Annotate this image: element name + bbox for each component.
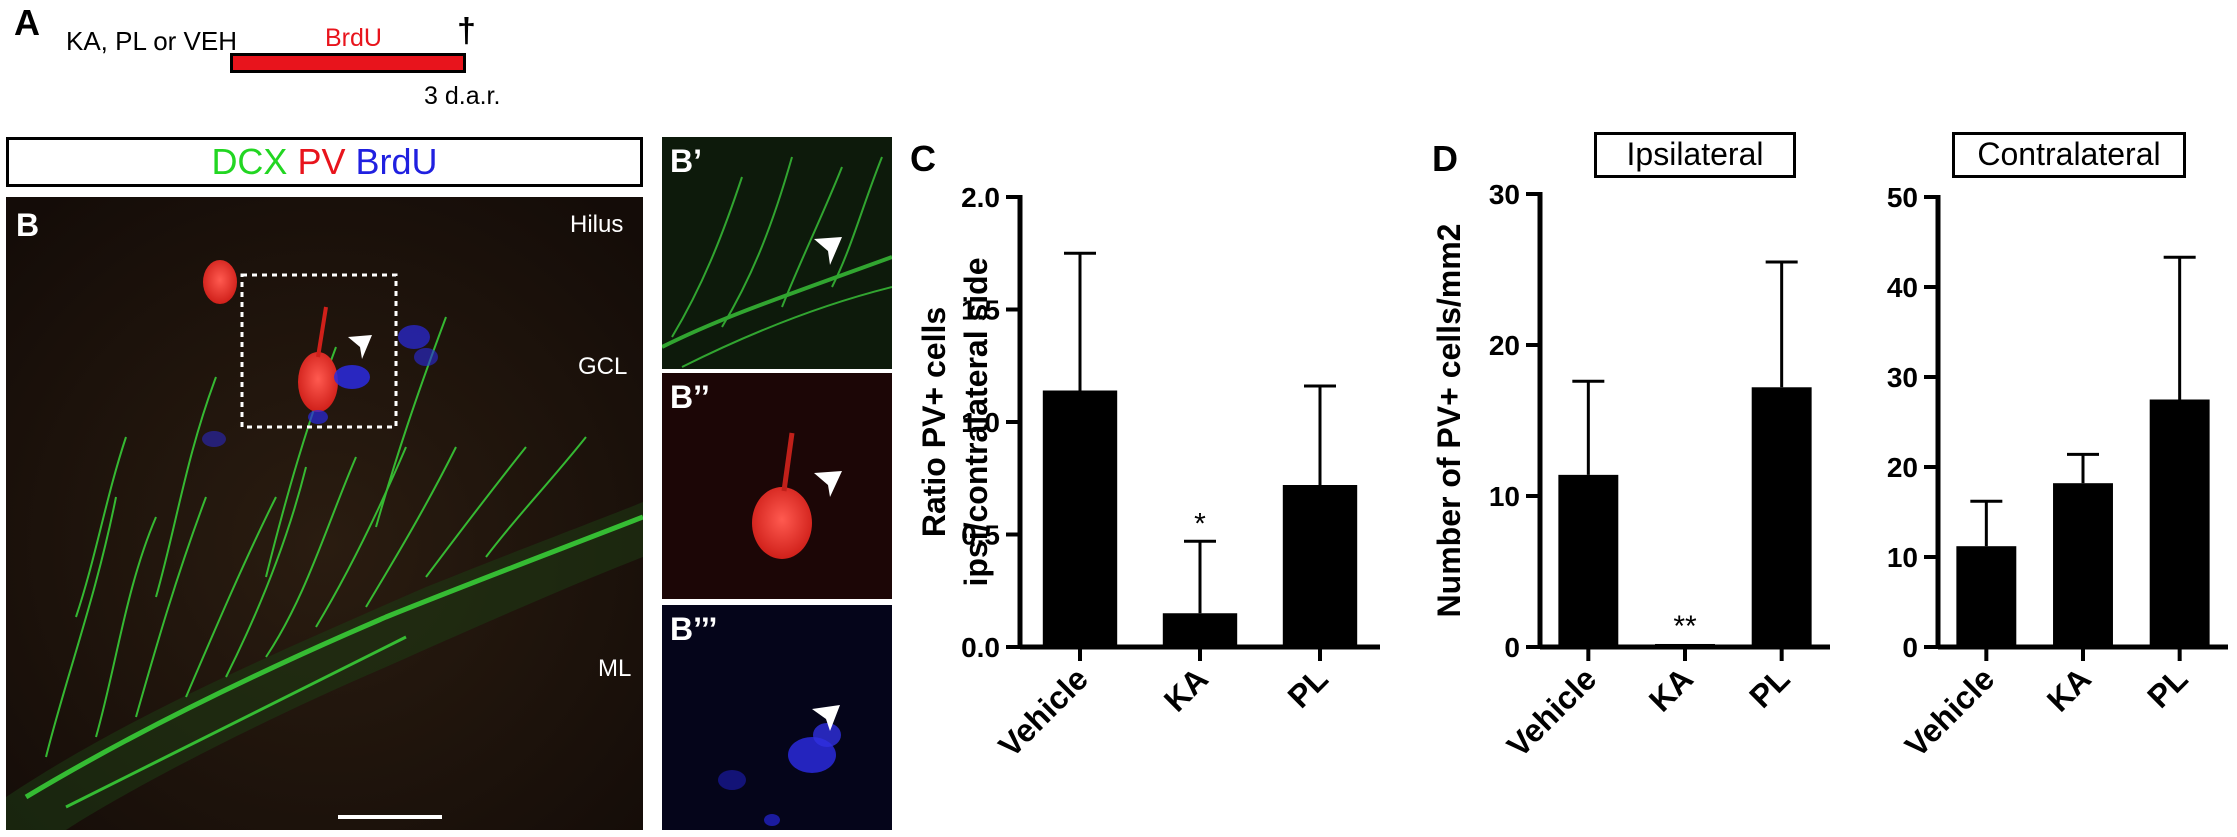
y-tick-label: 20 (1489, 330, 1520, 361)
y-tick-label: 50 (1887, 182, 1918, 213)
panel-a-letter: A (14, 2, 40, 43)
y-tick-label: 0 (1902, 632, 1918, 663)
significance-mark: ** (1673, 610, 1697, 643)
y-axis-label: ipsi/contralateral side (958, 257, 994, 586)
y-tick-label: 1.5 (961, 295, 1000, 326)
inset-b-prime-letter: B’ (670, 143, 702, 179)
y-axis-label: Number of PV+ cells/mm2 (1431, 224, 1467, 618)
y-tick-label: 0.5 (961, 520, 1000, 551)
treatment-label: KA, PL or VEH (66, 26, 237, 56)
micrograph-b: B Hilus GCL ML (6, 197, 643, 830)
bar-pl (1751, 387, 1812, 647)
x-tick-label: PL (2140, 660, 2194, 714)
x-tick-label: KA (1642, 660, 1700, 718)
chart-ipsilateral-title: Ipsilateral (1594, 132, 1796, 178)
inset-b-prime: B’ (662, 137, 892, 369)
timepoint-label: 3 d.a.r. (424, 82, 501, 110)
micrograph-b-image (6, 197, 643, 830)
inset-b-double-prime-letter: B’’ (670, 379, 710, 415)
inset-b-triple-prime-image (662, 605, 892, 830)
label-hilus: Hilus (570, 211, 624, 238)
stain-dcx: DCX (211, 141, 288, 182)
x-tick-label: KA (1157, 660, 1215, 718)
bar-ka (1655, 643, 1715, 647)
y-tick-label: 40 (1887, 272, 1918, 303)
significance-mark: * (1194, 507, 1206, 540)
x-tick-label: Vehicle (1500, 660, 1603, 763)
bar-vehicle (1956, 546, 2017, 647)
y-tick-label: 30 (1489, 180, 1520, 210)
y-tick-label: 0.0 (961, 632, 1000, 663)
chart-ratio-pv: 0.0 0.5 1.0 1.5 2.0 Ratio PV+ cells ipsi/contr… (920, 182, 1380, 764)
chart-1-plot: 0 10 20 30 Number of PV+ cells/mm2 Vehicle KA *… (1431, 180, 1830, 764)
x-tick-label: PL (1281, 660, 1335, 714)
brdu-label: BrdU (325, 24, 382, 52)
y-axis-label: Ratio PV+ cells (920, 307, 952, 537)
panel-d-letter: D (1432, 138, 1458, 179)
x-tick-label: KA (2040, 660, 2098, 718)
label-ml: ML (598, 655, 632, 682)
chart-contralateral-title: Contralateral (1952, 132, 2186, 178)
x-tick-label: Vehicle (992, 660, 1095, 763)
bar-pl (2149, 399, 2210, 647)
panel-b-letter: B (16, 207, 40, 243)
y-tick-label: 2.0 (961, 182, 1000, 213)
chart-2-plot: 0 10 20 30 40 50 Vehicle KA PL (1887, 182, 2228, 764)
bar-ka (2053, 483, 2113, 647)
chart-0-plot: 0.0 0.5 1.0 1.5 2.0 Ratio PV+ cells ipsi/contr… (920, 182, 1380, 764)
chart-ipsilateral: 0 10 20 30 Number of PV+ cells/mm2 Vehicle KA *… (1431, 180, 1830, 764)
bar-vehicle (1042, 390, 1118, 647)
inset-b-prime-image (662, 137, 892, 369)
stain-pv: PV (297, 141, 346, 182)
panel-c-letter: C (910, 138, 936, 179)
y-tick-label: 30 (1887, 362, 1918, 393)
inset-b-double-prime: B’’ (662, 373, 892, 599)
brdu-timeline-bar (230, 53, 466, 73)
dagger-mark: † (457, 12, 476, 50)
y-tick-label: 20 (1887, 452, 1918, 483)
y-tick-label: 1.0 (961, 407, 1000, 438)
y-tick-label: 10 (1887, 542, 1918, 573)
chart-contralateral: 0 10 20 30 40 50 Vehicle KA PL (1887, 182, 2228, 764)
bar-vehicle (1558, 474, 1619, 647)
label-gcl: GCL (578, 353, 628, 380)
y-tick-label: 10 (1489, 481, 1520, 512)
bar-pl (1282, 485, 1358, 647)
x-tick-label: PL (1742, 660, 1796, 714)
inset-b-double-prime-image (662, 373, 892, 599)
inset-b-triple-prime: B’’’ (662, 605, 892, 830)
bar-ka (1162, 613, 1238, 647)
y-tick-label: 0 (1504, 632, 1520, 663)
stain-legend: DCX PV BrdU (6, 137, 643, 187)
inset-b-triple-prime-letter: B’’’ (670, 611, 718, 647)
stain-brdu: BrdU (355, 141, 438, 182)
x-tick-label: Vehicle (1898, 660, 2001, 763)
